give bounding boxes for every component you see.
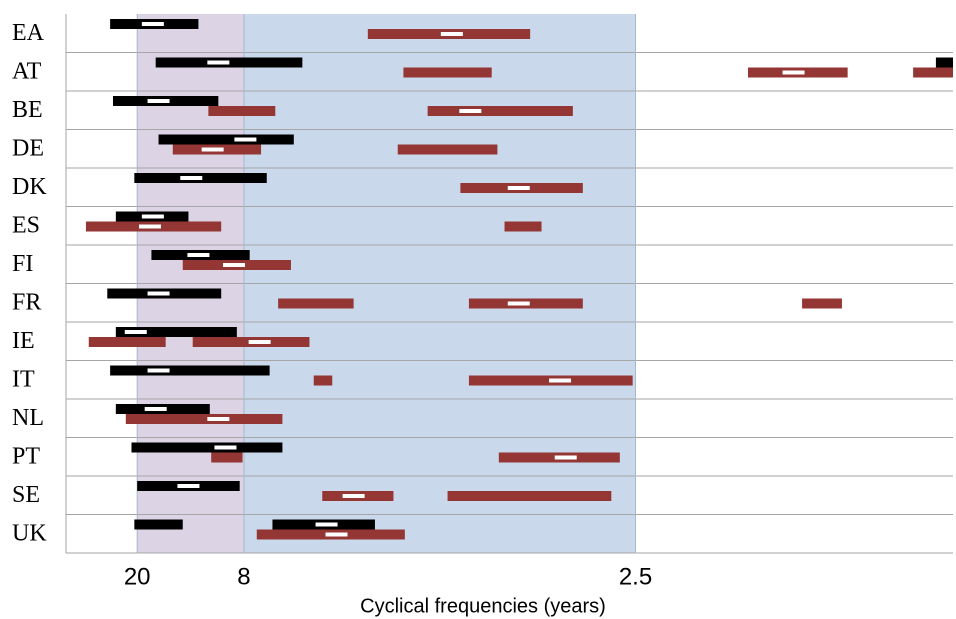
frequency-band <box>397 144 498 155</box>
row-label: PT <box>12 443 40 469</box>
peak-marker <box>214 445 237 450</box>
frequency-band <box>88 337 166 347</box>
peak-marker <box>187 253 210 257</box>
row-label: IE <box>12 328 35 354</box>
frequency-band <box>208 106 276 116</box>
peak-marker <box>507 301 530 306</box>
x-tick-label: 20 <box>124 563 151 590</box>
peak-marker <box>147 291 170 296</box>
peak-marker <box>223 263 246 267</box>
peak-marker <box>144 407 167 411</box>
peak-marker <box>459 109 482 113</box>
peak-marker <box>315 522 338 527</box>
frequency-band <box>158 134 294 145</box>
peak-marker <box>177 484 200 488</box>
frequency-band <box>131 442 283 453</box>
peak-marker <box>147 99 170 103</box>
frequency-band <box>278 298 354 309</box>
frequency-band <box>913 67 953 78</box>
frequency-band <box>134 519 183 530</box>
frequency-band <box>211 452 243 463</box>
peak-marker <box>549 378 572 383</box>
peak-marker <box>180 176 203 180</box>
frequency-band <box>313 375 333 386</box>
frequency-band <box>802 298 842 309</box>
peak-marker <box>234 137 257 142</box>
row-label: SE <box>12 482 40 508</box>
row-label: FI <box>12 251 33 277</box>
row-label: DE <box>12 135 44 161</box>
row-label: ES <box>12 212 40 238</box>
peak-marker <box>207 60 230 65</box>
row-label: AT <box>12 58 42 84</box>
frequency-band <box>115 327 237 337</box>
peak-marker <box>147 368 170 373</box>
frequency-band <box>403 67 492 78</box>
row-label: EA <box>12 20 45 46</box>
peak-marker <box>141 214 164 219</box>
row-label: NL <box>12 405 44 431</box>
row-label: DK <box>12 174 47 200</box>
peak-marker <box>342 494 365 498</box>
peak-marker <box>207 417 230 421</box>
x-tick-label: 2.5 <box>619 563 652 590</box>
peak-marker <box>248 340 271 344</box>
row-label: UK <box>12 520 47 546</box>
row-label: IT <box>12 366 35 392</box>
frequency-band <box>504 221 542 232</box>
peak-marker <box>139 224 162 229</box>
peak-marker <box>124 330 147 334</box>
frequency-band <box>110 365 270 376</box>
frequency-band <box>447 491 612 501</box>
peak-marker <box>554 455 577 460</box>
peak-marker <box>201 147 224 152</box>
peak-marker <box>507 186 530 190</box>
row-label: BE <box>12 97 43 123</box>
peak-marker <box>325 532 348 537</box>
frequency-band <box>935 57 953 68</box>
peak-marker <box>141 22 164 26</box>
frequency-band <box>427 106 573 116</box>
row-label: FR <box>12 289 41 315</box>
x-axis-title: Cyclical frequencies (years) <box>360 595 606 617</box>
peak-marker <box>782 70 805 75</box>
x-tick-label: 8 <box>237 563 250 590</box>
peak-marker <box>440 32 463 36</box>
frequency-band <box>125 414 283 424</box>
